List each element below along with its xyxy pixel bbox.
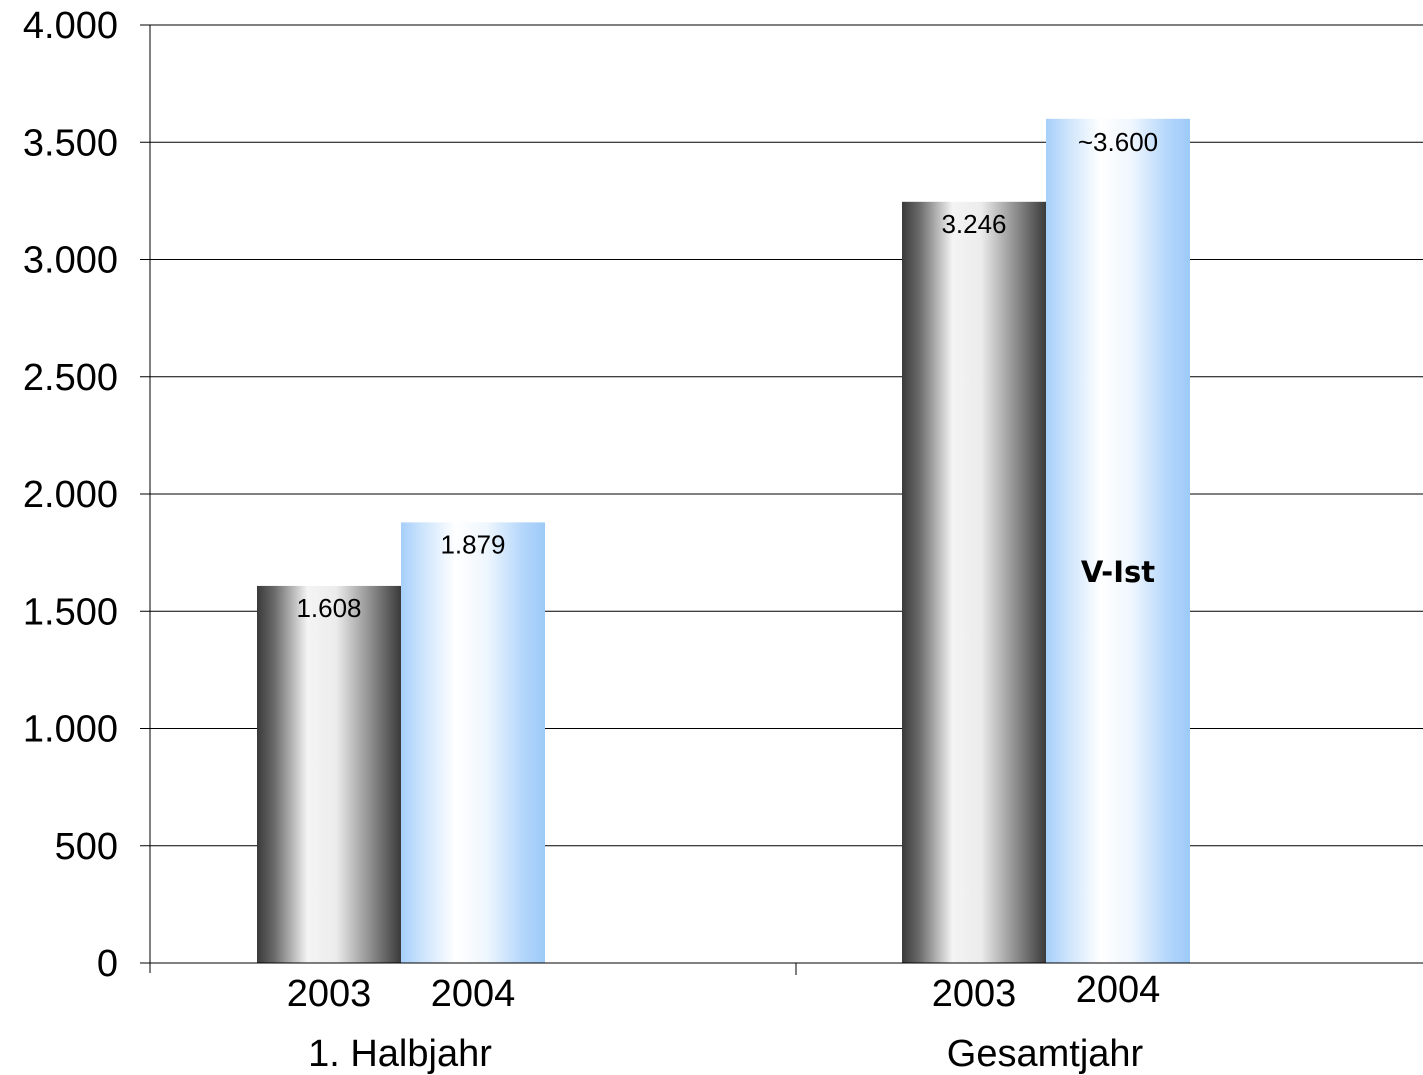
bar-2003-halbjahr — [257, 585, 401, 963]
y-tick-label: 1.000 — [23, 709, 118, 751]
y-tick-label: 0 — [97, 943, 118, 985]
data-label: ~3.600 — [1078, 127, 1158, 157]
bar-2004-halbjahr — [401, 522, 545, 963]
data-label: 1.879 — [440, 529, 505, 559]
axes: 0 500 1.000 1.500 2.000 2.500 3.000 3.500 4.000 — [23, 5, 1423, 985]
bar-2003-gesamtjahr — [902, 201, 1046, 964]
labels: 1.608 2003 1.879 2004 3.246 2003 ~3.600 2004 1. … — [287, 127, 1161, 1075]
x-year-label: 2003 — [932, 973, 1017, 1015]
y-tick-label: 3.000 — [23, 240, 118, 282]
y-tick-label: 1.500 — [23, 591, 118, 633]
y-tick-label: 2.500 — [23, 357, 118, 399]
x-year-label: 2003 — [287, 973, 372, 1015]
bar-2004-gesamtjahr — [1046, 118, 1190, 964]
bars — [257, 118, 1190, 964]
y-tick-label: 2.000 — [23, 474, 118, 516]
annotation-v-ist: V-Ist — [1081, 555, 1155, 589]
data-label: 1.608 — [296, 593, 361, 623]
y-tick-label: 3.500 — [23, 122, 118, 164]
x-group-label: 1. Halbjahr — [308, 1033, 492, 1075]
y-tick-label: 4.000 — [23, 5, 118, 47]
data-label: 3.246 — [941, 209, 1006, 239]
x-group-label: Gesamtjahr — [947, 1033, 1144, 1075]
y-tick-label: 500 — [55, 826, 118, 868]
x-year-label: 2004 — [1076, 969, 1161, 1011]
x-year-label: 2004 — [431, 973, 516, 1015]
